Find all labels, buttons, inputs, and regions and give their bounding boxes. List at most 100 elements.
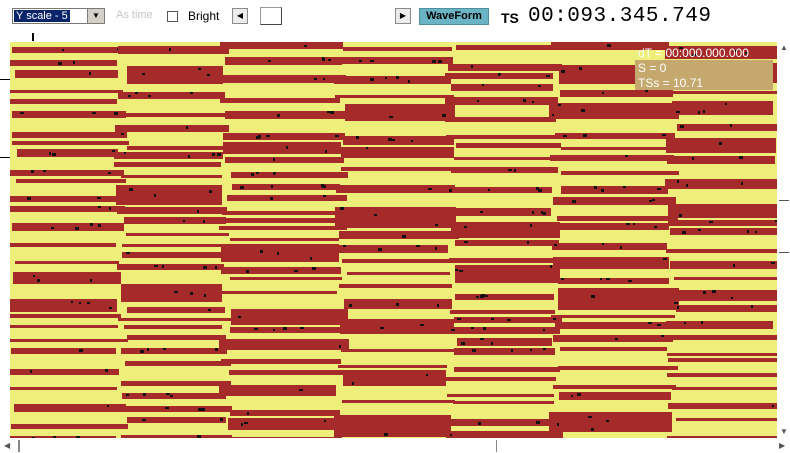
waveform-speck: [435, 224, 438, 226]
waveform-speck: [577, 393, 581, 396]
waveform-speck: [197, 210, 199, 213]
waveform-speck: [271, 185, 273, 188]
waveform-band: [122, 393, 226, 399]
scroll-thumb-right[interactable]: [496, 440, 497, 452]
scroll-mark: [779, 252, 789, 253]
waveform-speck: [591, 295, 595, 298]
waveform-band: [10, 206, 125, 212]
waveform-speck: [109, 307, 112, 309]
waveform-speck: [165, 407, 169, 409]
waveform-band: [552, 243, 667, 250]
waveform-speck: [128, 95, 131, 97]
waveform-band: [341, 349, 459, 352]
waveform-band: [558, 278, 669, 284]
waveform-band: [455, 294, 554, 300]
delta-time-readout: dT = 00:000.000.000: [638, 46, 749, 60]
waveform-band: [343, 136, 454, 145]
waveform-speck: [58, 62, 62, 65]
waveform-speck: [625, 155, 628, 157]
vertical-scrollbar[interactable]: ▲ ▼: [777, 42, 790, 438]
waveform-plot[interactable]: dT = 00:000.000.000 S = 0 TSs = 10.71: [10, 42, 777, 438]
waveform-speck: [203, 220, 205, 223]
waveform-band: [126, 233, 229, 236]
scroll-thumb[interactable]: [260, 7, 282, 25]
waveform-band: [446, 431, 563, 438]
scroll-right-icon[interactable]: ▶: [779, 441, 786, 450]
waveform-speck: [51, 227, 54, 229]
waveform-band: [118, 46, 229, 54]
waveform-band: [114, 152, 223, 159]
waveform-band: [10, 170, 124, 176]
toolbar: Y scale - 5 ▼ As time Bright ◀ ▶ WaveFor…: [0, 0, 790, 38]
waveform-button[interactable]: WaveForm: [419, 8, 489, 25]
waveform-speck: [563, 135, 567, 137]
scroll-down-icon[interactable]: ▼: [780, 427, 788, 436]
waveform-speck: [212, 153, 215, 156]
waveform-speck: [606, 278, 610, 280]
waveform-speck: [283, 327, 287, 330]
waveform-speck: [97, 197, 101, 199]
waveform-band: [451, 167, 558, 173]
waveform-speck: [442, 114, 446, 117]
bright-label[interactable]: Bright: [188, 9, 220, 23]
chevron-down-icon[interactable]: ▼: [87, 9, 104, 23]
waveform-speck: [112, 150, 115, 152]
scroll-left-icon[interactable]: ◀: [4, 441, 11, 450]
waveform-band: [121, 175, 222, 178]
waveform-band: [223, 142, 341, 154]
waveform-speck: [680, 125, 684, 128]
bright-checkbox[interactable]: [167, 11, 178, 22]
waveform-band: [670, 228, 777, 235]
waveform-speck: [771, 262, 775, 264]
waveform-band: [10, 299, 117, 312]
horizontal-scrollbar[interactable]: ◀ ▶: [0, 439, 790, 453]
left-arrow-icon[interactable]: ◀: [232, 8, 248, 24]
waveform-speck: [572, 200, 576, 203]
waveform-speck: [654, 226, 657, 228]
waveform-band: [549, 412, 672, 432]
waveform-speck: [692, 54, 696, 56]
waveform-band: [342, 400, 455, 403]
waveform-speck: [277, 114, 280, 117]
waveform-speck: [215, 348, 218, 351]
waveform-speck: [471, 327, 474, 329]
waveform-speck: [483, 327, 486, 330]
waveform-band: [561, 171, 679, 175]
waveform-speck: [32, 437, 35, 438]
scroll-up-icon[interactable]: ▲: [780, 43, 788, 52]
waveform-speck: [328, 59, 331, 61]
waveform-speck: [126, 394, 129, 396]
waveform-speck: [323, 195, 326, 197]
waveform-speck: [626, 223, 630, 225]
right-arrow-icon[interactable]: ▶: [395, 8, 411, 24]
waveform-speck: [52, 153, 56, 156]
waveform-speck: [775, 220, 777, 222]
waveform-band: [232, 184, 340, 190]
waveform-speck: [62, 49, 64, 51]
waveform-speck: [108, 172, 111, 174]
waveform-speck: [140, 350, 144, 353]
y-scale-value: Y scale - 5: [14, 10, 70, 22]
waveform-speck: [312, 267, 316, 270]
waveform-speck: [645, 90, 648, 92]
waveform-band: [453, 401, 554, 404]
waveform-band: [672, 101, 773, 115]
waveform-band: [225, 218, 345, 223]
scroll-thumb-left[interactable]: [18, 440, 20, 452]
waveform-band: [121, 348, 227, 354]
waveform-speck: [755, 231, 757, 233]
waveform-speck: [477, 100, 479, 102]
y-scale-select[interactable]: Y scale - 5 ▼: [12, 8, 105, 24]
ts-value: 00:093.345.749: [528, 5, 712, 28]
waveform-band: [449, 258, 555, 263]
waveform-speck: [154, 265, 158, 267]
waveform-band: [558, 366, 678, 370]
waveform-speck: [392, 139, 395, 141]
waveform-band: [343, 47, 452, 51]
waveform-band: [668, 403, 777, 409]
waveform-speck: [310, 257, 312, 260]
waveform-speck: [256, 172, 259, 174]
waveform-speck: [343, 245, 346, 247]
waveform-speck: [741, 182, 743, 185]
waveform-band: [450, 310, 555, 314]
